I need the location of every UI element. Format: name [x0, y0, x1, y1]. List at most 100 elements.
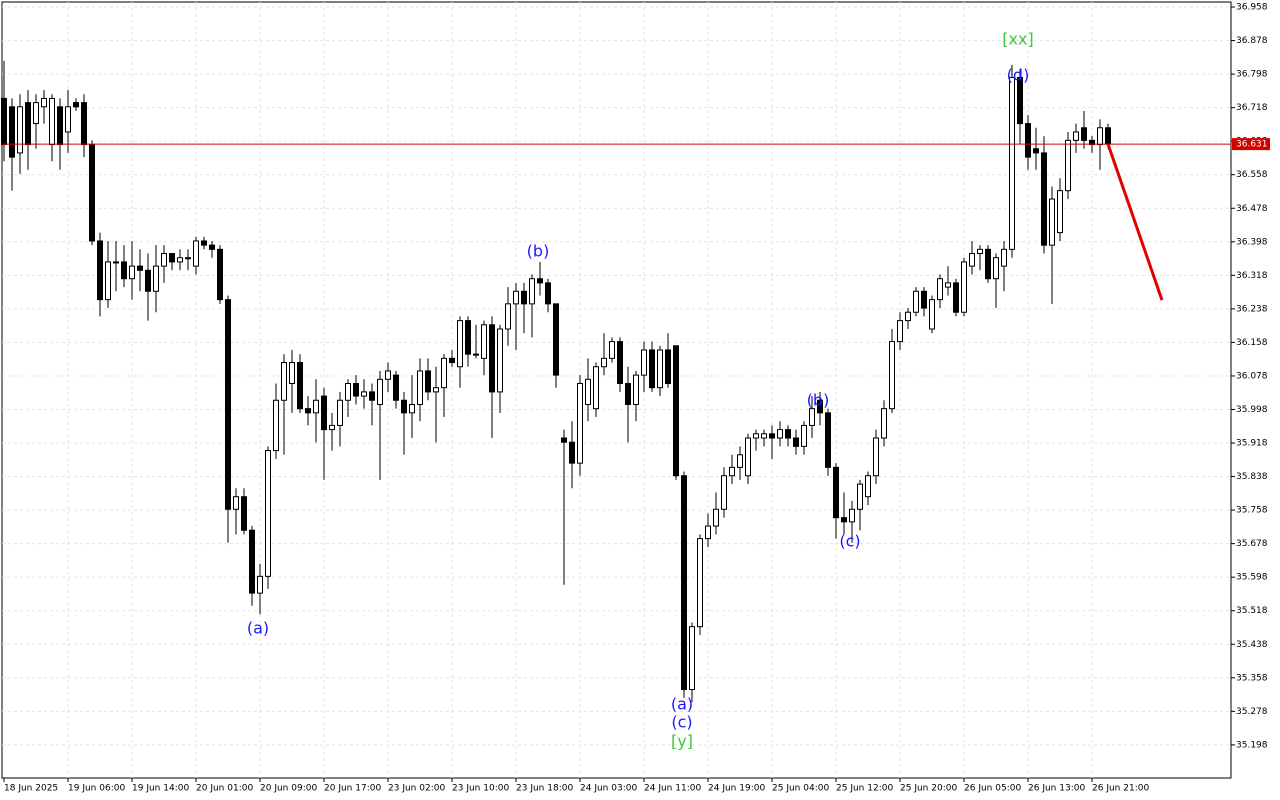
candle-body — [665, 349, 671, 385]
candle-body — [593, 366, 599, 410]
y-tick-label: 35.598 — [1236, 573, 1268, 583]
x-tick-label: 26 Jun 05:00 — [964, 784, 1021, 794]
candle-body — [337, 399, 343, 426]
candle-body — [33, 102, 39, 125]
x-tick-label: 19 Jun 06:00 — [68, 784, 125, 794]
candle-body — [969, 253, 975, 267]
x-tick-label: 19 Jun 14:00 — [132, 784, 189, 794]
current-price-box — [1232, 138, 1270, 151]
y-tick-label: 35.998 — [1236, 405, 1268, 415]
wave-label: (d) — [1007, 66, 1030, 85]
candle-body — [385, 370, 391, 380]
wave-label: (b) — [807, 391, 830, 410]
candle-body — [1057, 190, 1063, 234]
candles — [1, 60, 1231, 703]
grid — [2, 2, 1235, 778]
candle-body — [1081, 127, 1087, 141]
candle-body — [489, 324, 495, 393]
y-tick-label: 36.558 — [1236, 170, 1268, 180]
x-tick-label: 26 Jun 21:00 — [1092, 784, 1149, 794]
candle-body — [905, 311, 911, 322]
y-tick-label: 35.278 — [1236, 707, 1268, 717]
candle-body — [497, 328, 503, 393]
candle-body — [145, 269, 151, 292]
candle-body — [833, 466, 839, 519]
candle-body — [577, 383, 583, 464]
y-tick-label: 35.438 — [1236, 640, 1268, 650]
y-tick-label: 35.678 — [1236, 539, 1268, 549]
x-tick-label: 23 Jun 02:00 — [388, 784, 445, 794]
candle-body — [1049, 198, 1055, 246]
candle-body — [673, 345, 679, 477]
candle-body — [977, 248, 983, 255]
candle-body — [585, 378, 591, 405]
candle-body — [561, 437, 567, 443]
candle-body — [313, 399, 319, 414]
candle-body — [689, 626, 695, 691]
candle-body — [273, 399, 279, 452]
plot-frame — [1, 1, 1232, 779]
candle-body — [1065, 139, 1071, 192]
y-tick-label: 36.878 — [1236, 36, 1268, 46]
candle-body — [9, 106, 15, 158]
candle-body — [441, 357, 447, 389]
candle-body — [377, 378, 383, 405]
y-tick-label: 35.358 — [1236, 673, 1268, 683]
candle-body — [433, 387, 439, 393]
candle-body — [153, 265, 159, 292]
candle-body — [65, 106, 71, 133]
x-tick-label: 23 Jun 10:00 — [452, 784, 509, 794]
candle-body — [369, 391, 375, 401]
wave-label: (a) — [247, 619, 269, 638]
x-tick-label: 23 Jun 18:00 — [516, 784, 573, 794]
candle-body — [305, 408, 311, 414]
candle-body — [209, 244, 215, 250]
candle-body — [401, 399, 407, 414]
candle-body — [353, 383, 359, 397]
wave-label: [xx] — [1002, 30, 1033, 49]
candle-body — [201, 240, 207, 246]
candle-body — [729, 466, 735, 477]
y-tick-label: 35.518 — [1236, 606, 1268, 616]
candle-body — [473, 353, 479, 356]
y-tick-label: 35.758 — [1236, 506, 1268, 516]
candle-body — [241, 496, 247, 531]
x-tick-label: 24 Jun 11:00 — [644, 784, 701, 794]
candle-body — [1001, 248, 1007, 267]
candle-body — [161, 253, 167, 267]
candle-body — [505, 303, 511, 330]
candle-body — [1025, 123, 1031, 158]
y-tick-label: 36.478 — [1236, 204, 1268, 214]
candle-body — [521, 290, 527, 305]
candle-body — [41, 97, 47, 108]
candle-body — [1033, 148, 1039, 154]
candle-body — [929, 299, 935, 330]
candle-body — [113, 261, 119, 264]
x-tick-label: 20 Jun 09:00 — [260, 784, 317, 794]
candle-body — [633, 374, 639, 405]
candle-body — [817, 399, 823, 414]
candle-body — [545, 282, 551, 305]
candle-body — [137, 265, 143, 271]
candle-body — [953, 282, 959, 313]
candle-body — [721, 475, 727, 510]
candle-body — [569, 441, 575, 464]
candle-body — [945, 282, 951, 288]
candle-body — [625, 383, 631, 405]
candle-body — [1017, 76, 1023, 125]
candle-body — [449, 357, 455, 364]
candle-body — [697, 538, 703, 628]
candle-body — [1, 97, 7, 146]
x-tick-label: 24 Jun 03:00 — [580, 784, 637, 794]
y-tick-label: 35.198 — [1236, 740, 1268, 750]
candle-body — [913, 290, 919, 313]
wave-label: [y] — [671, 732, 693, 751]
x-tick-label: 25 Jun 04:00 — [772, 784, 829, 794]
y-tick-label: 35.918 — [1236, 439, 1268, 449]
candle-body — [73, 102, 79, 108]
candle-body — [57, 106, 63, 146]
candle-body — [1009, 76, 1015, 250]
candle-body — [601, 357, 607, 368]
